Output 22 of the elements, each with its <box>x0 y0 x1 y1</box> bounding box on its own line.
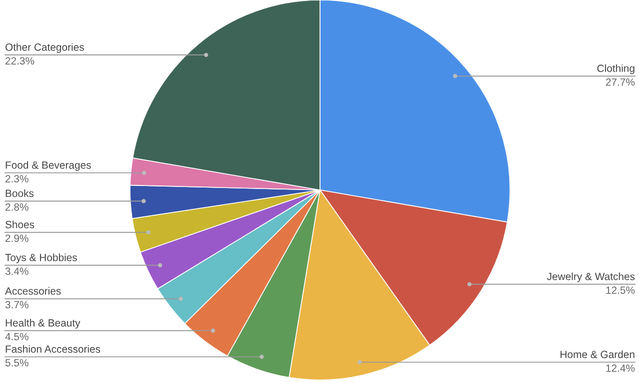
data-label: 3.4% <box>5 268 28 275</box>
data-label: 22.3% <box>6 57 34 65</box>
data-label: 2.3% <box>6 175 28 182</box>
slice-label: Accessories <box>5 287 61 295</box>
data-label: 12.5% <box>606 286 635 294</box>
slice-label: Other Categories <box>5 43 84 53</box>
slice-label: Food & Beverages <box>6 161 91 171</box>
slice-label: Toys & Hobbies <box>5 254 77 264</box>
data-label: 3.7% <box>5 301 28 308</box>
data-label: 2.9% <box>6 234 28 242</box>
slice-label: Shoes <box>5 220 34 228</box>
slice-label: Home & Garden <box>560 350 634 358</box>
data-label: 27.7% <box>606 78 635 86</box>
data-label: 12.4% <box>606 364 635 372</box>
slice-label: Clothing <box>597 64 634 74</box>
slice-label: Books <box>6 189 34 198</box>
data-label: 4.5% <box>5 332 28 340</box>
slice-label: Health & Beauty <box>6 318 80 329</box>
slice-label: Fashion Accessories <box>6 345 100 353</box>
slice-label: Jewelry & Watches <box>546 272 635 282</box>
data-label: 2.8% <box>6 203 28 211</box>
data-label: 5.5% <box>5 359 28 366</box>
